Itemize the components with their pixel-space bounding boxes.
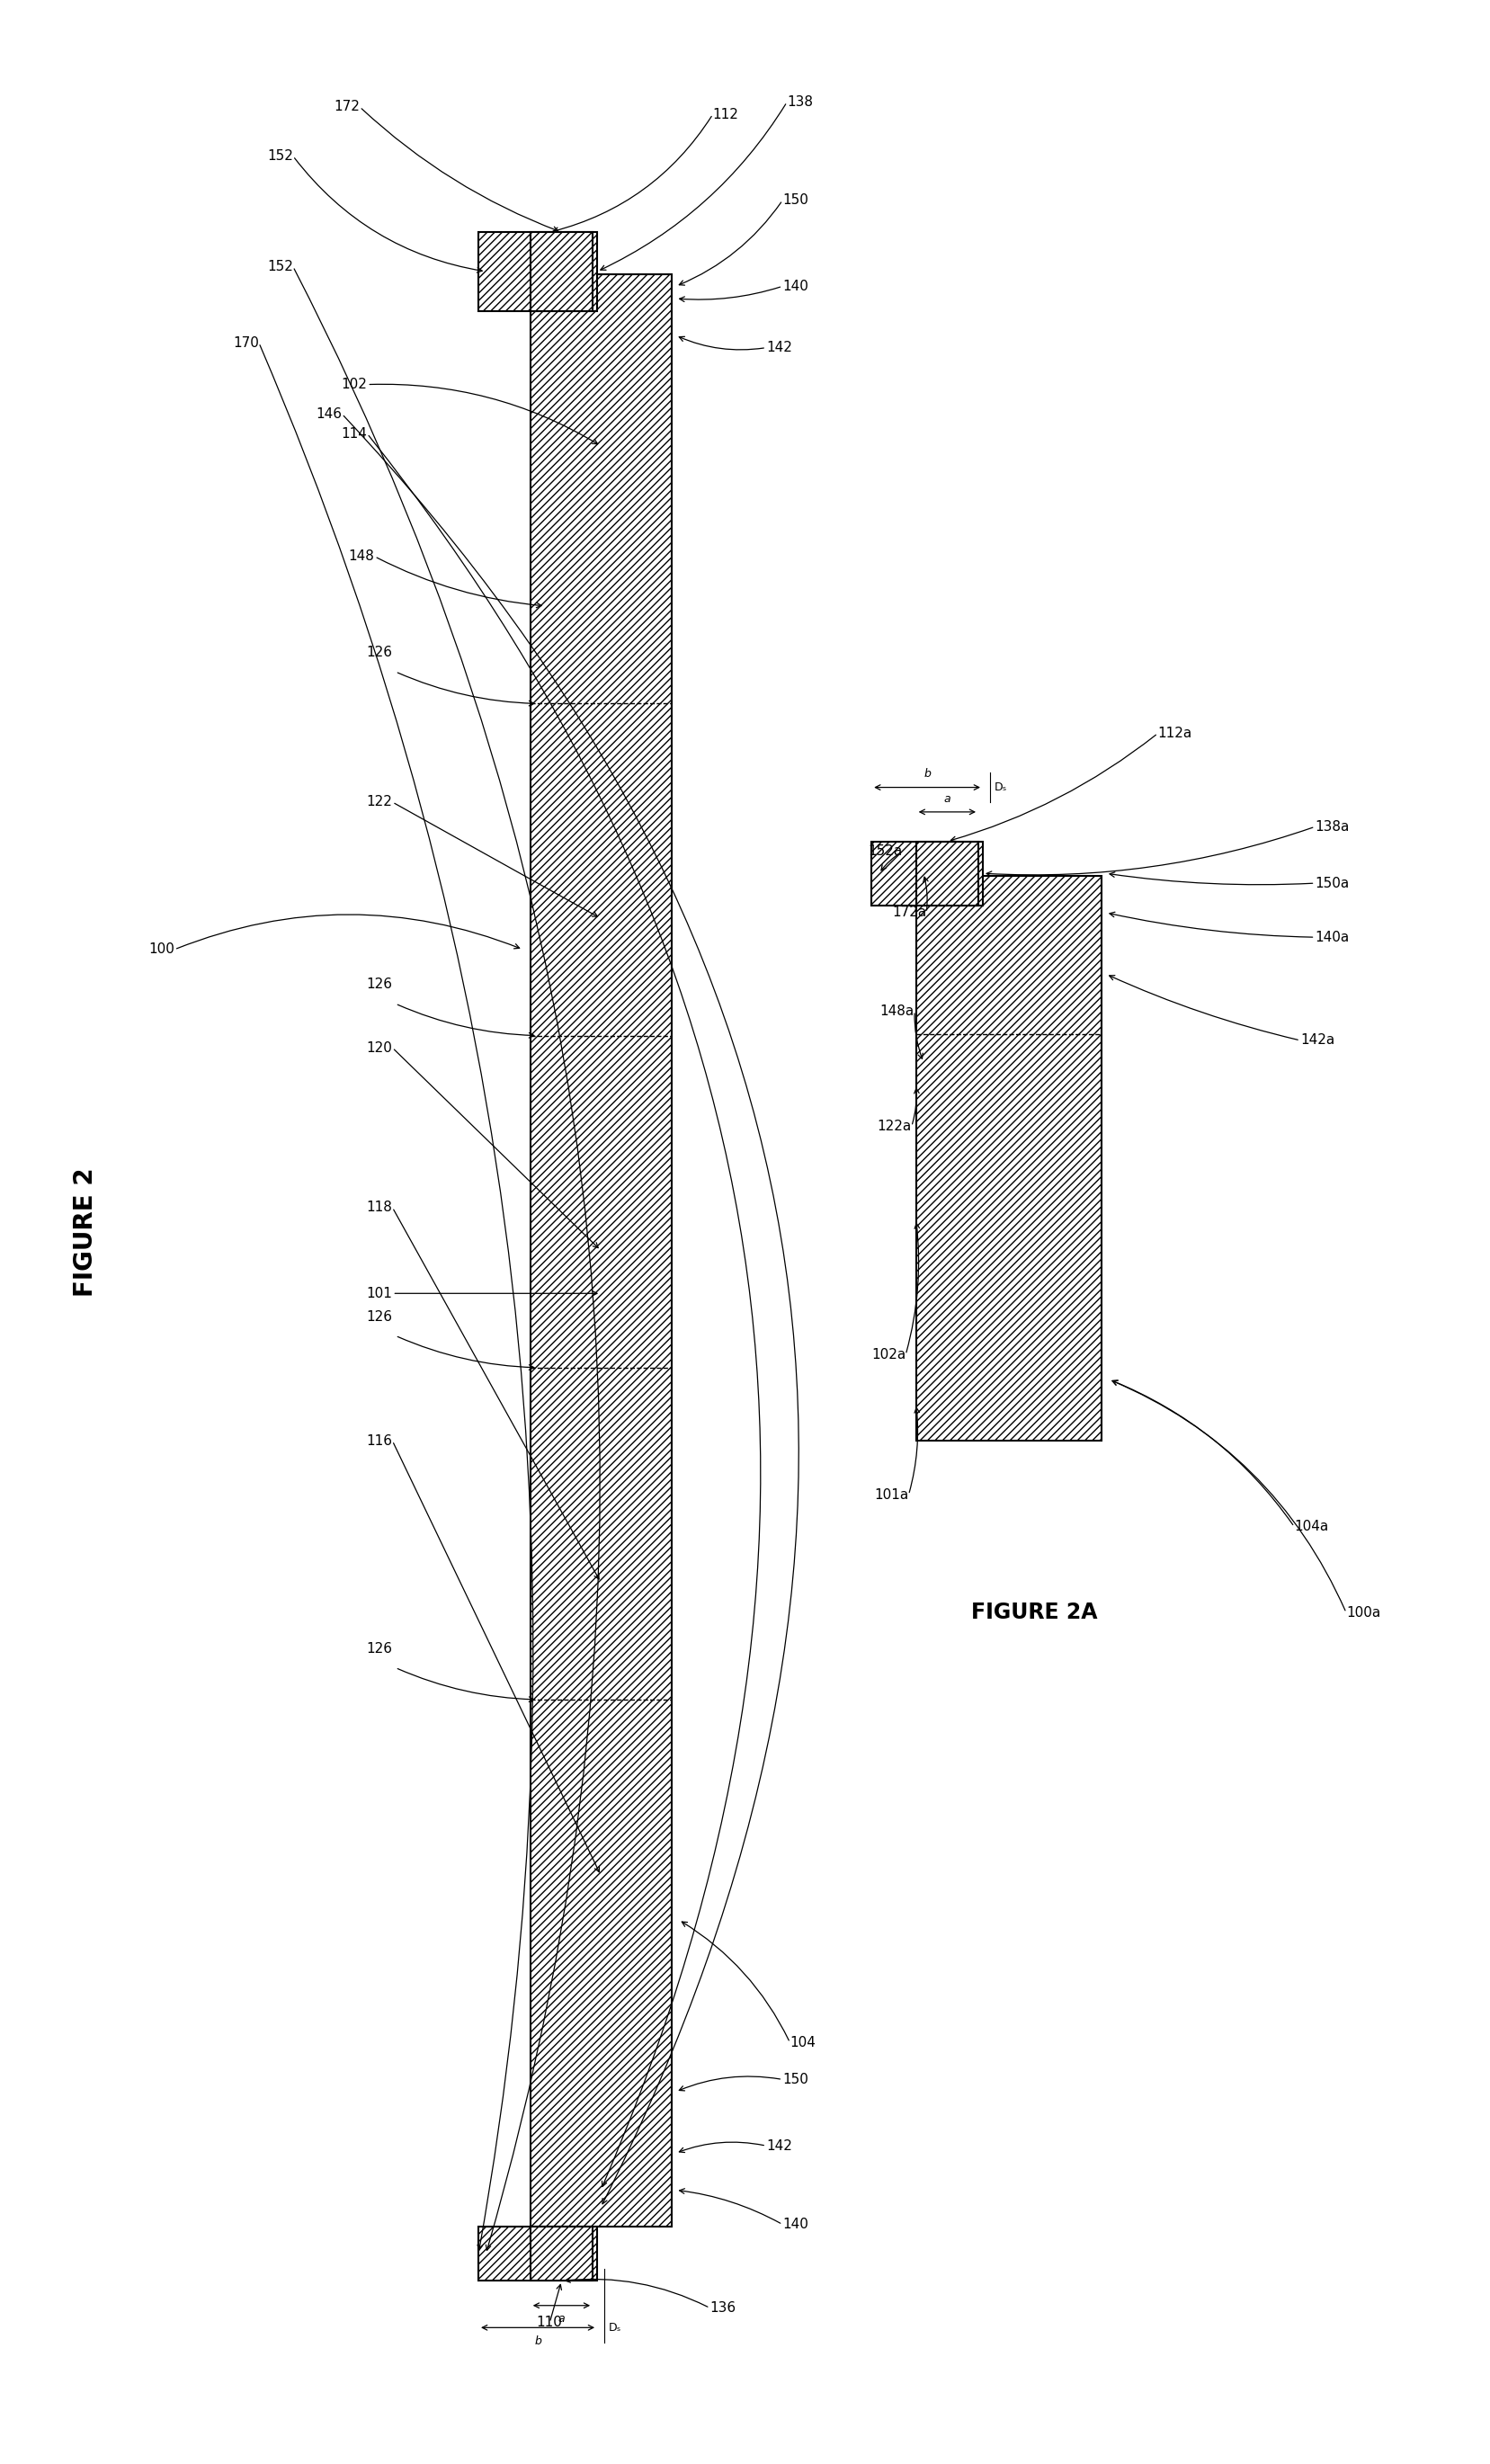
- Text: 120: 120: [367, 1040, 392, 1055]
- Text: b: b: [533, 2336, 541, 2346]
- Text: a: a: [943, 793, 951, 806]
- Bar: [530, 2227, 593, 2282]
- Text: 126: 126: [367, 1641, 392, 1656]
- Text: 150: 150: [782, 195, 808, 207]
- Bar: [915, 840, 977, 904]
- Text: 148: 148: [349, 549, 374, 564]
- Text: 102a: 102a: [870, 1348, 904, 1363]
- Text: 170: 170: [232, 335, 259, 350]
- Text: 104: 104: [790, 2035, 815, 2050]
- Text: 118: 118: [367, 1200, 392, 1215]
- Text: 148a: 148a: [879, 1005, 913, 1018]
- Text: 136: 136: [709, 2301, 736, 2314]
- Text: 126: 126: [367, 1311, 392, 1323]
- Text: 142: 142: [766, 2139, 791, 2154]
- Bar: [915, 875, 1101, 1441]
- Bar: [872, 840, 982, 904]
- Text: 138: 138: [787, 96, 812, 108]
- Text: 112: 112: [712, 108, 739, 121]
- Text: FIGURE 2A: FIGURE 2A: [971, 1602, 1097, 1624]
- Text: 146: 146: [316, 407, 341, 421]
- Text: Dₛ: Dₛ: [994, 781, 1007, 793]
- Text: 110: 110: [536, 2316, 562, 2328]
- Text: 172a: 172a: [891, 907, 925, 919]
- Text: FIGURE 2: FIGURE 2: [73, 1168, 98, 1296]
- Text: 138a: 138a: [1314, 821, 1348, 833]
- Text: 122a: 122a: [876, 1119, 910, 1133]
- Text: 150: 150: [782, 2072, 808, 2087]
- Text: 101: 101: [367, 1286, 392, 1301]
- Text: 140: 140: [782, 2218, 808, 2232]
- Bar: [530, 232, 593, 310]
- Text: 152: 152: [267, 150, 294, 163]
- Text: 102: 102: [341, 377, 367, 392]
- Text: Dₛ: Dₛ: [608, 2321, 621, 2333]
- Text: 126: 126: [367, 646, 392, 660]
- Text: 142: 142: [766, 340, 791, 355]
- Text: a: a: [557, 2314, 565, 2324]
- Text: 116: 116: [367, 1434, 392, 1446]
- Text: 100: 100: [149, 944, 174, 956]
- Bar: [478, 2227, 597, 2282]
- Text: 122: 122: [367, 796, 392, 808]
- Bar: [478, 232, 597, 310]
- Text: 152a: 152a: [867, 845, 901, 857]
- Text: 112a: 112a: [1158, 727, 1192, 739]
- Text: 101a: 101a: [873, 1488, 907, 1501]
- Text: 104a: 104a: [1293, 1520, 1328, 1533]
- Text: 126: 126: [367, 978, 392, 991]
- Bar: [530, 274, 670, 2227]
- Text: b: b: [924, 769, 930, 781]
- Text: 114: 114: [341, 426, 367, 441]
- Text: 100a: 100a: [1345, 1607, 1380, 1619]
- Text: 152: 152: [267, 259, 294, 274]
- Text: 142a: 142a: [1299, 1035, 1334, 1047]
- Text: 140a: 140a: [1314, 931, 1348, 944]
- Text: 140: 140: [782, 278, 808, 293]
- Text: 150a: 150a: [1314, 877, 1348, 890]
- Text: 172: 172: [334, 101, 359, 113]
